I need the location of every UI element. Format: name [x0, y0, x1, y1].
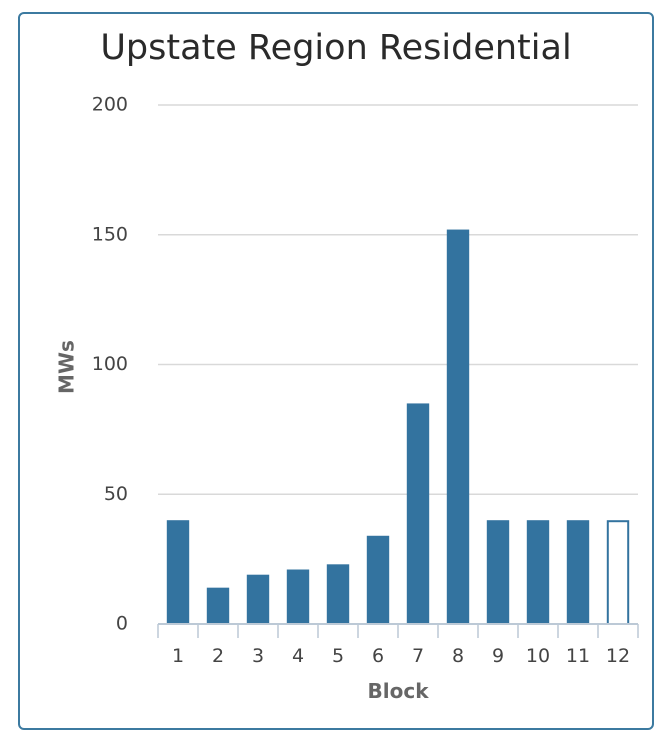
bar-block-2 — [206, 587, 230, 624]
bar-block-11 — [566, 520, 590, 624]
x-tick-label: 9 — [492, 645, 504, 667]
bars — [166, 229, 630, 626]
x-tick-label: 5 — [332, 645, 344, 667]
bar-block-10 — [526, 520, 550, 624]
bar-block-1 — [166, 520, 190, 624]
bar-block-4 — [286, 569, 310, 624]
x-tick-label: 2 — [212, 645, 224, 667]
bar-block-3 — [246, 574, 270, 624]
chart-title: Upstate Region Residential — [100, 28, 572, 68]
bar-block-12 — [606, 520, 630, 626]
y-tick-label: 150 — [92, 223, 128, 245]
x-tick-label: 8 — [452, 645, 464, 667]
y-tick-label: 200 — [92, 94, 128, 116]
x-tick-label: 6 — [372, 645, 384, 667]
y-tick-label: 0 — [116, 613, 128, 635]
bar-block-9 — [486, 520, 510, 624]
x-tick-label: 12 — [606, 645, 630, 667]
y-axis-title: MWs — [55, 340, 79, 394]
y-axis-ticks: 0 50 100 150 200 — [92, 94, 128, 635]
bar-block-6 — [366, 535, 390, 624]
x-tick-label: 1 — [172, 645, 184, 667]
x-tick-label: 10 — [526, 645, 550, 667]
x-axis: 1 2 3 4 5 6 7 8 9 10 11 12 — [157, 623, 639, 667]
bar-block-5 — [326, 564, 350, 624]
gridlines — [158, 104, 638, 495]
x-tick-label: 4 — [292, 645, 304, 667]
bar-block-7 — [406, 403, 430, 624]
x-axis-title: Block — [368, 679, 430, 703]
y-tick-label: 100 — [92, 353, 128, 375]
x-tick-label: 11 — [566, 645, 590, 667]
bar-block-8 — [446, 229, 470, 624]
y-tick-label: 50 — [104, 483, 128, 505]
x-tick-label: 7 — [412, 645, 424, 667]
x-tick-label: 3 — [252, 645, 264, 667]
